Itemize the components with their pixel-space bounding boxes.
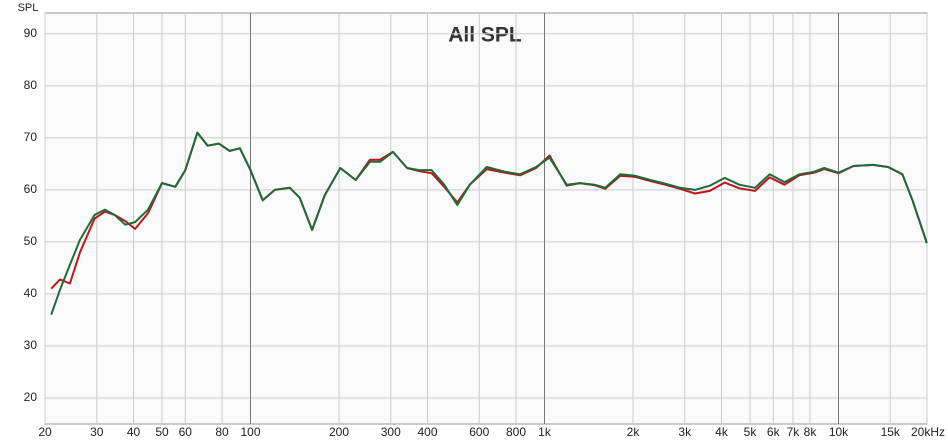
y-tick-label: 50 bbox=[24, 234, 38, 248]
y-tick-label: 90 bbox=[24, 26, 38, 40]
x-tick-label: 50 bbox=[155, 425, 169, 439]
x-tick-label: 100 bbox=[240, 425, 260, 439]
x-tick-label: 8k bbox=[804, 425, 818, 439]
x-tick-label: 4k bbox=[715, 425, 729, 439]
x-tick-label: 5k bbox=[744, 425, 758, 439]
x-tick-label: 400 bbox=[417, 425, 437, 439]
y-tick-label: 20 bbox=[24, 390, 38, 404]
x-tick-label: 20 bbox=[38, 425, 52, 439]
y-tick-label: 70 bbox=[24, 130, 38, 144]
y-tick-label: 80 bbox=[24, 78, 38, 92]
x-tick-label: 20kHz bbox=[911, 425, 945, 439]
y-tick-label: 60 bbox=[24, 182, 38, 196]
x-tick-label: 6k bbox=[767, 425, 781, 439]
x-tick-label: 3k bbox=[678, 425, 692, 439]
x-tick-label: 80 bbox=[215, 425, 229, 439]
y-tick-label: 40 bbox=[24, 286, 38, 300]
plot-area bbox=[44, 12, 928, 425]
y-axis-label: SPL bbox=[18, 2, 39, 14]
x-tick-label: 600 bbox=[469, 425, 489, 439]
x-tick-label: 30 bbox=[90, 425, 104, 439]
chart-title: All SPL bbox=[448, 24, 522, 47]
x-tick-label: 15k bbox=[881, 425, 901, 439]
x-tick-label: 1k bbox=[538, 425, 552, 439]
y-tick-label: 30 bbox=[24, 338, 38, 352]
x-tick-label: 800 bbox=[506, 425, 526, 439]
series-line bbox=[50, 131, 928, 316]
x-tick-label: 7k bbox=[787, 425, 801, 439]
x-tick-label: 40 bbox=[127, 425, 141, 439]
x-tick-label: 200 bbox=[329, 425, 349, 439]
x-tick-label: 300 bbox=[381, 425, 401, 439]
x-tick-label: 60 bbox=[179, 425, 193, 439]
x-tick-label: 2k bbox=[627, 425, 641, 439]
x-tick-label: 10k bbox=[829, 425, 849, 439]
